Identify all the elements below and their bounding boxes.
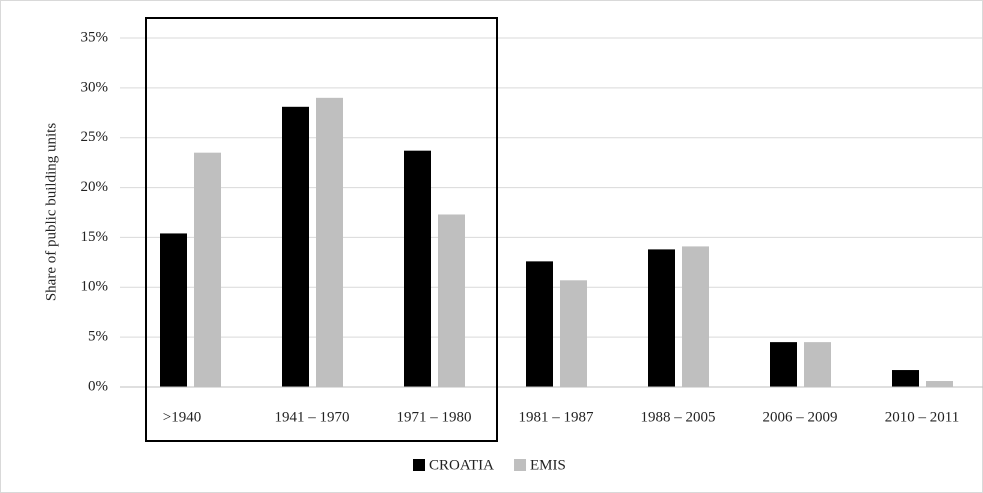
bar <box>560 280 587 387</box>
y-tick-label: 5% <box>88 329 108 345</box>
legend-label: EMIS <box>530 457 566 473</box>
x-tick-label: 2010 – 2011 <box>885 409 959 425</box>
bar <box>804 342 831 387</box>
bar <box>438 214 465 387</box>
x-tick-label: 1971 – 1980 <box>397 409 472 425</box>
bar <box>526 261 553 387</box>
bar <box>194 152 221 387</box>
y-tick-label: 30% <box>81 79 109 95</box>
y-tick-label: 35% <box>81 29 109 45</box>
bar <box>770 342 797 387</box>
y-tick-label: 20% <box>81 179 109 195</box>
bar <box>892 370 919 387</box>
x-tick-label: >1940 <box>163 409 201 425</box>
bar <box>404 150 431 387</box>
y-tick-label: 0% <box>88 378 108 394</box>
y-tick-label: 15% <box>81 229 109 245</box>
highlight-box <box>145 17 498 442</box>
legend-swatch <box>413 459 425 471</box>
legend-swatch <box>514 459 527 471</box>
y-tick-label: 10% <box>81 279 109 295</box>
bar <box>926 381 953 387</box>
y-axis-label: Share of public building units <box>43 123 59 301</box>
bar <box>282 106 309 387</box>
x-tick-label: 1988 – 2005 <box>641 409 716 425</box>
bar <box>648 249 675 387</box>
x-tick-label: 1941 – 1970 <box>275 409 350 425</box>
x-tick-label: 2006 – 2009 <box>763 409 838 425</box>
legend-label: CROATIA <box>429 457 494 473</box>
y-tick-label: 25% <box>81 129 109 145</box>
x-tick-label: 1981 – 1987 <box>519 409 595 425</box>
bar <box>160 233 187 387</box>
bar <box>316 97 343 387</box>
bar <box>682 246 709 387</box>
